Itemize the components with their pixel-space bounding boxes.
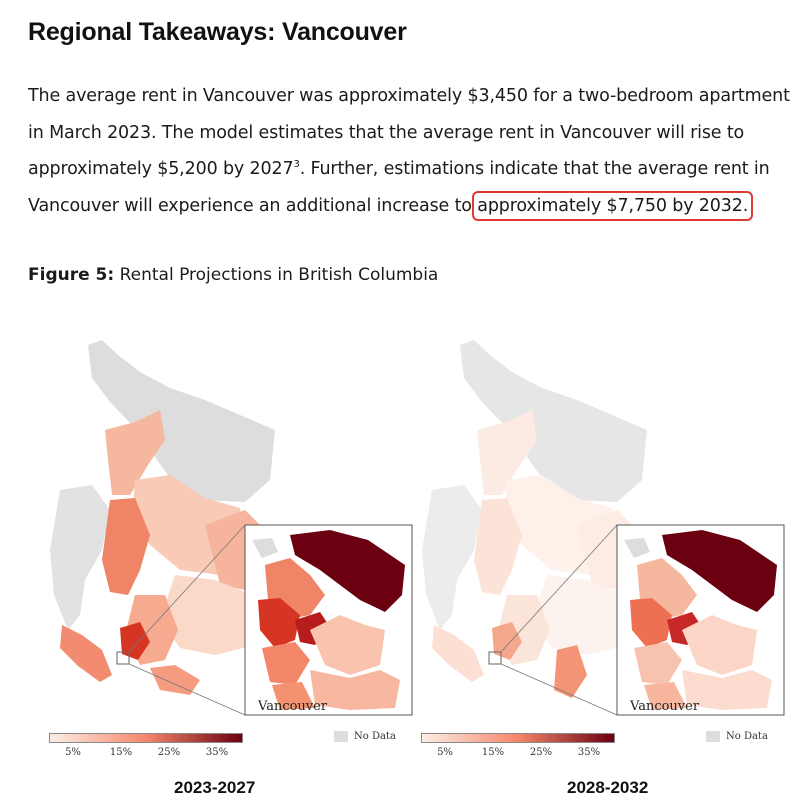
region-vancouver-island (60, 625, 112, 682)
inset-no-data (252, 538, 278, 558)
no-data-region-north (88, 340, 275, 502)
legend-gradient (421, 733, 615, 743)
inset-north-dark (662, 530, 777, 612)
region-lower-mainland (492, 622, 522, 660)
highlighted-projection: approximately $7,750 by 2032. (472, 190, 754, 221)
footnote-ref[interactable]: 3 (293, 159, 300, 171)
region-lower-mainland (120, 622, 150, 660)
inset-north-dark (290, 530, 405, 612)
inset-no-data (624, 538, 650, 558)
figure-label: Figure 5: (28, 265, 115, 285)
no-data-label: No Data (726, 731, 768, 742)
legend-tick: 5% (65, 747, 81, 758)
no-data-key-right: No Data (706, 731, 768, 742)
map-2023-2027: Vancouver (50, 340, 413, 716)
no-data-swatch (334, 731, 348, 742)
inset-marker (116, 651, 130, 665)
map-2028-2032: Vancouver (422, 340, 785, 716)
legend-tick: 25% (157, 747, 181, 758)
zoom-line-top (500, 524, 618, 653)
inset-delta (272, 682, 315, 710)
inset-label: Vancouver (629, 699, 700, 714)
inset-delta (644, 682, 687, 710)
legend-tick: 35% (577, 747, 601, 758)
period-label-left: 2023-2027 (174, 778, 256, 797)
legend-tick: 35% (205, 747, 229, 758)
paragraph-text-3: . (742, 195, 749, 216)
no-data-swatch (706, 731, 720, 742)
section-heading: Regional Takeaways: Vancouver (28, 18, 407, 46)
color-legend-left: 5% 15% 25% 35% (49, 733, 244, 767)
zoom-line-bottom (500, 663, 618, 716)
zoom-line-bottom (128, 663, 246, 716)
legend-tick: 5% (437, 747, 453, 758)
color-legend-right: 5% 15% 25% 35% (421, 733, 616, 767)
legend-tick: 25% (529, 747, 553, 758)
region-kootenay (554, 645, 587, 698)
region-northwest-coast (474, 498, 522, 595)
no-data-region-north (460, 340, 647, 502)
paragraph-text-2: . Further, estimations indicate that the… (28, 159, 770, 216)
inset-label: Vancouver (257, 699, 328, 714)
inset-vancouver (634, 642, 682, 685)
no-data-key-left: No Data (334, 731, 396, 742)
region-north-coast (105, 410, 165, 495)
no-data-region-coast (422, 485, 482, 630)
inset-west-van (258, 598, 300, 648)
paragraph-text-1: The average rent in Vancouver was approx… (28, 86, 790, 179)
region-kootenay (150, 665, 200, 695)
inset-vancouver (262, 642, 310, 685)
zoom-line-top (128, 524, 246, 653)
region-vancouver-island (432, 625, 484, 682)
region-north-coast (477, 410, 537, 495)
inset-burnaby (682, 615, 757, 675)
highlight-text: approximately $7,750 by 2032 (477, 195, 743, 216)
inset-marker (488, 651, 502, 665)
inset-west-van (630, 598, 672, 648)
inset-surrey (310, 670, 400, 710)
inset-surrey (682, 670, 772, 710)
body-paragraph: The average rent in Vancouver was approx… (28, 78, 798, 224)
no-data-region-coast (50, 485, 110, 630)
inset-burnaby (310, 615, 385, 675)
region-northwest-coast (102, 498, 150, 595)
legend-gradient (49, 733, 243, 743)
figure-caption: Figure 5: Rental Projections in British … (28, 265, 438, 285)
figure-title: Rental Projections in British Columbia (119, 265, 439, 285)
period-label-right: 2028-2032 (567, 778, 649, 797)
legend-tick: 15% (109, 747, 133, 758)
no-data-label: No Data (354, 731, 396, 742)
legend-tick: 15% (481, 747, 505, 758)
